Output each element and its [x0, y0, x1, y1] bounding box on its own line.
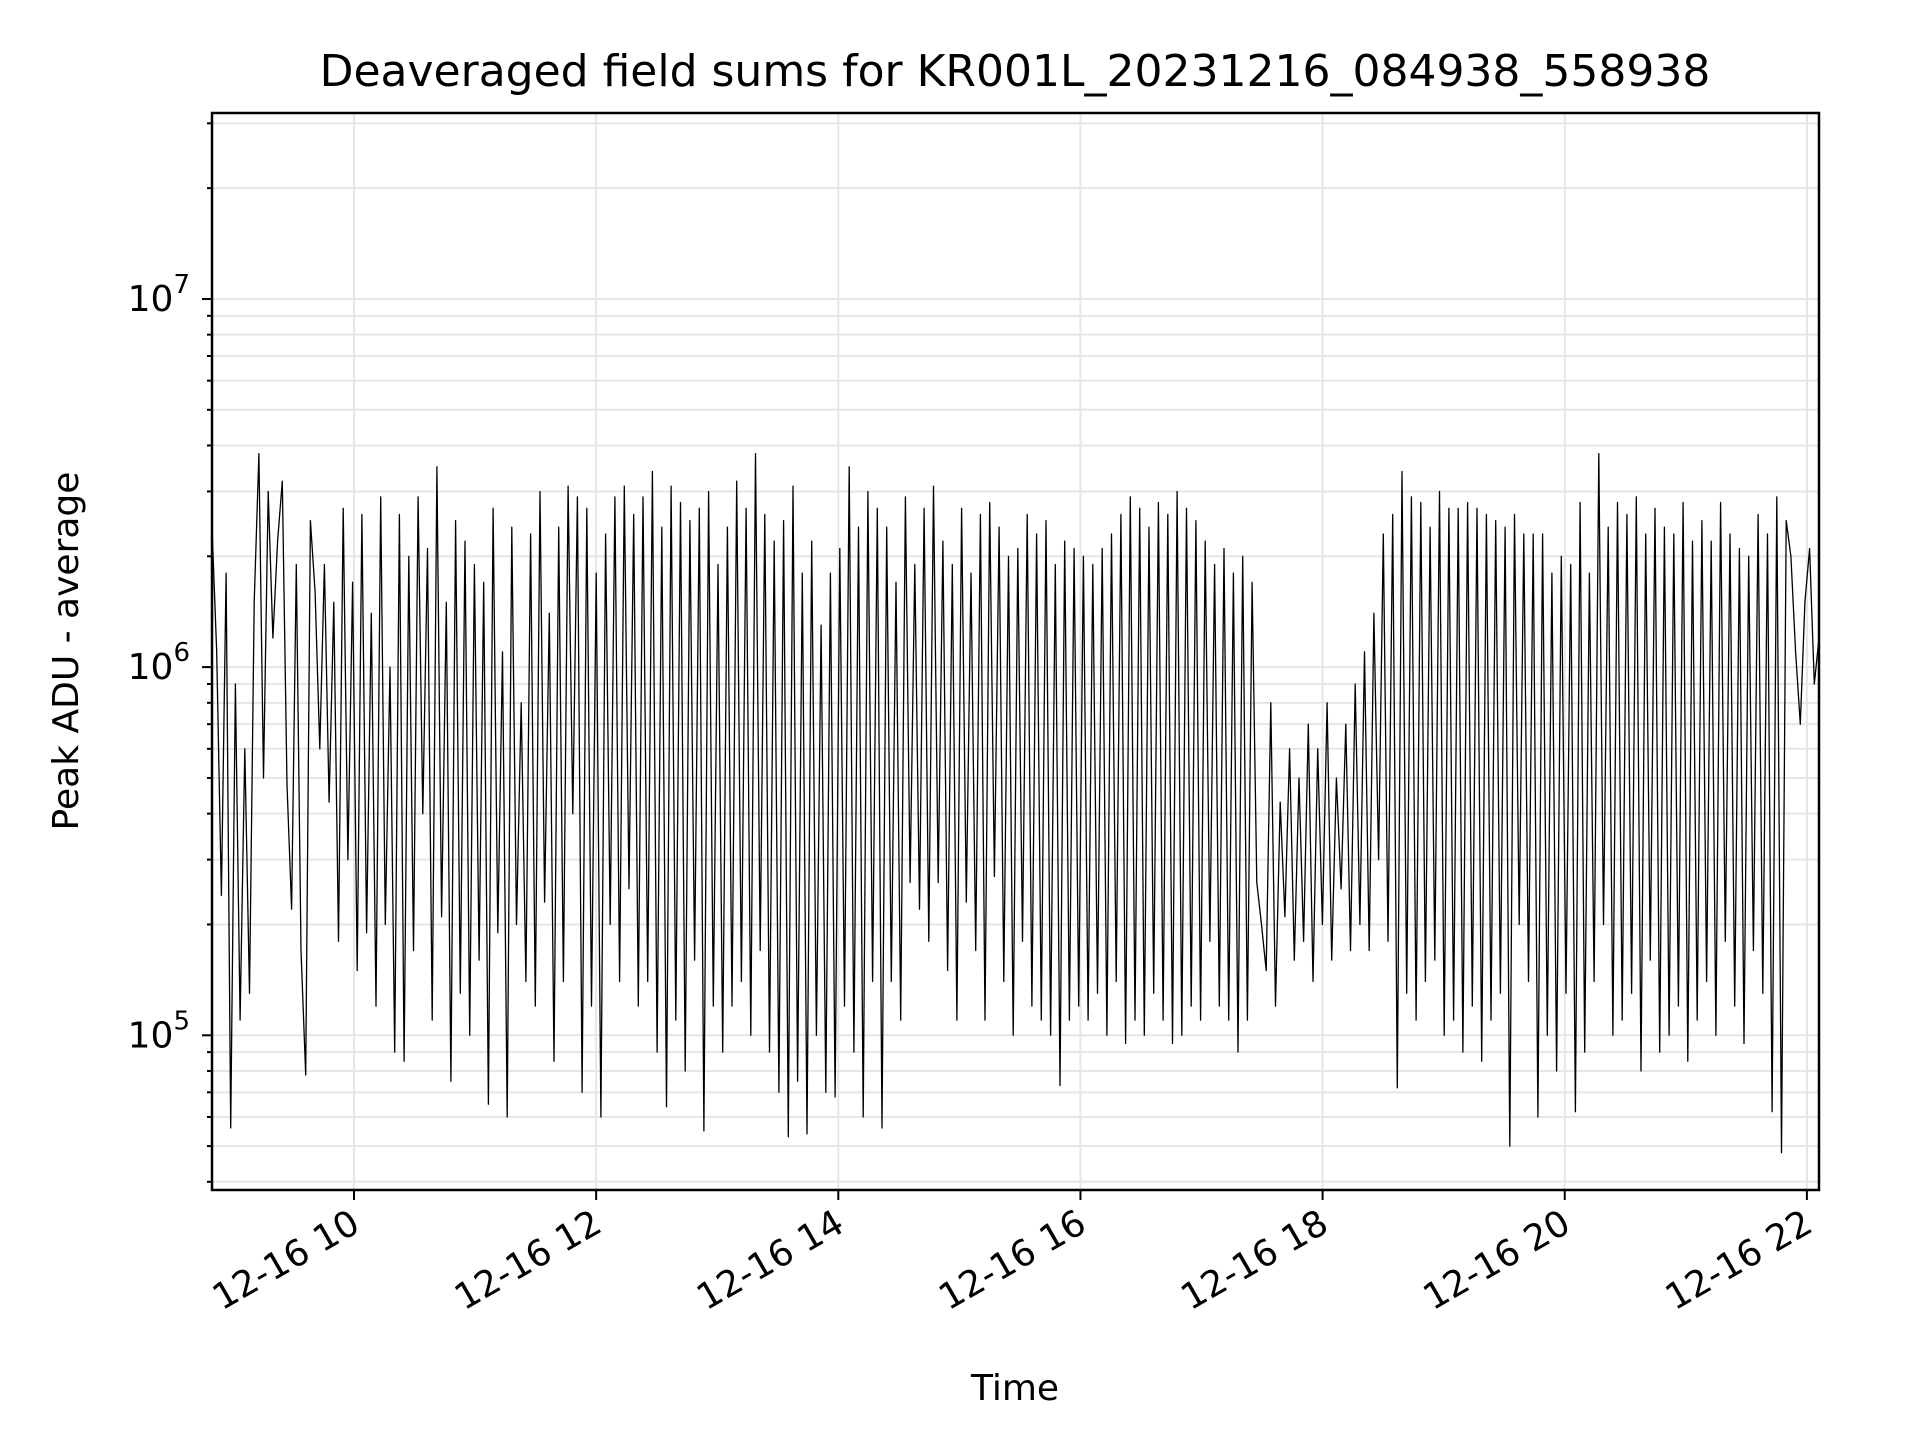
x-axis-ticks: 12-16 10 12-16 12 12-16 14 12-16 16 12-16 18…: [206, 1190, 1820, 1319]
y-tick-label-exponent: 7: [173, 270, 190, 300]
x-tick-label: 12-16 20: [1417, 1202, 1578, 1318]
y-axis-label: Peak ADU - average: [46, 472, 87, 831]
y-tick-label: 106: [128, 638, 190, 688]
y-tick-label-base: 10: [128, 647, 174, 688]
chart-title: Deaveraged field sums for KR001L_2023121…: [320, 46, 1711, 97]
x-tick-label: 12-16 22: [1659, 1202, 1820, 1318]
plot-frame: [210, 111, 1821, 1192]
grid-lines: [212, 113, 1819, 1190]
y-tick-label: 105: [128, 1006, 190, 1056]
x-axis-label: Time: [970, 1368, 1059, 1409]
x-tick-label: 12-16 16: [932, 1202, 1093, 1318]
y-tick-label-exponent: 6: [173, 638, 190, 668]
x-tick-label: 12-16 10: [206, 1202, 367, 1318]
x-tick-label: 12-16 18: [1174, 1202, 1335, 1318]
y-tick-label-base: 10: [128, 279, 174, 320]
x-tick-label: 12-16 12: [448, 1202, 609, 1318]
y-tick-label-base: 10: [128, 1015, 174, 1056]
series-layer: [211, 453, 1820, 1154]
series-line-0: [211, 453, 1820, 1154]
y-tick-label: 107: [128, 270, 190, 320]
x-tick-label: 12-16 14: [690, 1202, 851, 1318]
y-tick-label-exponent: 5: [173, 1006, 190, 1036]
